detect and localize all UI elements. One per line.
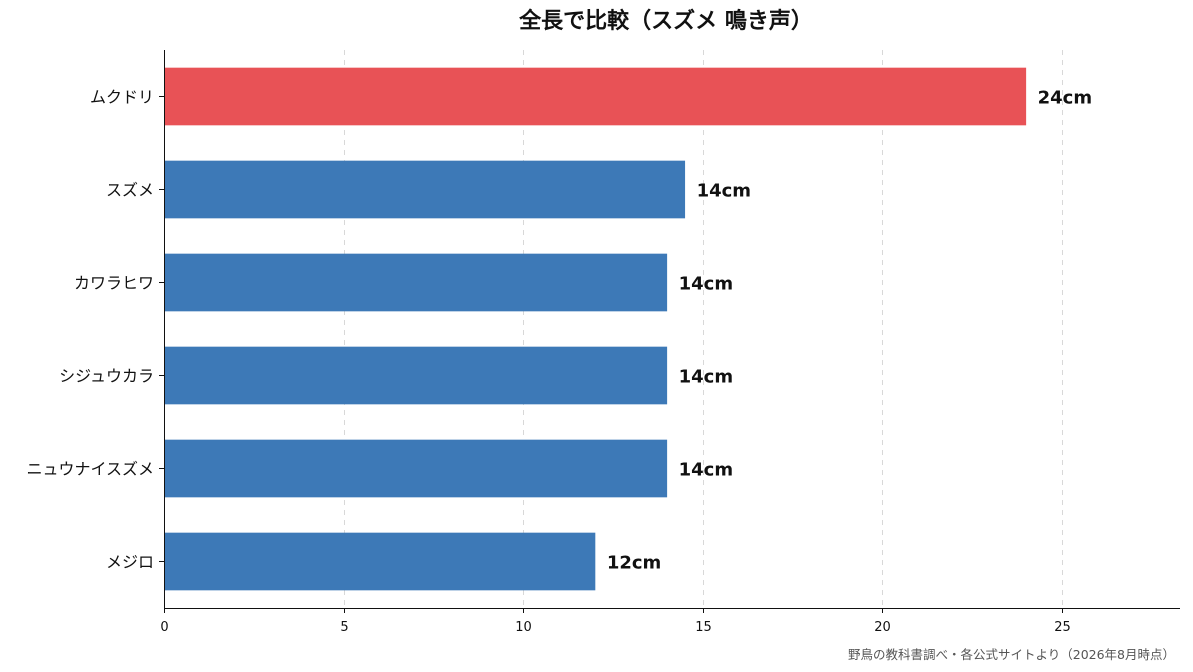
grid-lines (344, 50, 1063, 608)
source-note: 野鳥の教科書調べ・各公式サイトより（2026年8月時点） (848, 647, 1175, 662)
x-tick-label: 10 (515, 620, 532, 635)
value-label: 12cm (607, 553, 661, 574)
value-label: 14cm (679, 460, 733, 481)
value-label: 24cm (1038, 88, 1092, 109)
x-tick-label: 15 (695, 620, 712, 635)
x-axis-ticks: 0 5 10 15 20 25 (160, 608, 1071, 635)
value-label: 14cm (679, 367, 733, 388)
category-label: カワラヒワ (74, 274, 154, 293)
value-label: 14cm (679, 274, 733, 295)
bar (164, 439, 668, 498)
category-label: メジロ (106, 553, 154, 572)
bar (164, 346, 668, 405)
bar (164, 67, 1027, 126)
chart-title: 全長で比較（スズメ 鳴き声） (518, 8, 813, 34)
bar (164, 253, 668, 312)
x-tick-label: 5 (340, 620, 348, 635)
x-tick-label: 20 (874, 620, 891, 635)
bars (164, 67, 1027, 591)
x-tick-label: 25 (1054, 620, 1071, 635)
bar (164, 532, 596, 591)
bar (164, 160, 686, 219)
category-label: スズメ (106, 181, 154, 200)
category-label: ムクドリ (90, 88, 154, 107)
x-tick-label: 0 (160, 620, 168, 635)
category-label: ニュウナイスズメ (26, 460, 154, 479)
value-label: 14cm (697, 181, 751, 202)
value-labels: 24cm 14cm 14cm 14cm 14cm 12cm (607, 88, 1092, 574)
category-label: シジュウカラ (59, 367, 154, 386)
